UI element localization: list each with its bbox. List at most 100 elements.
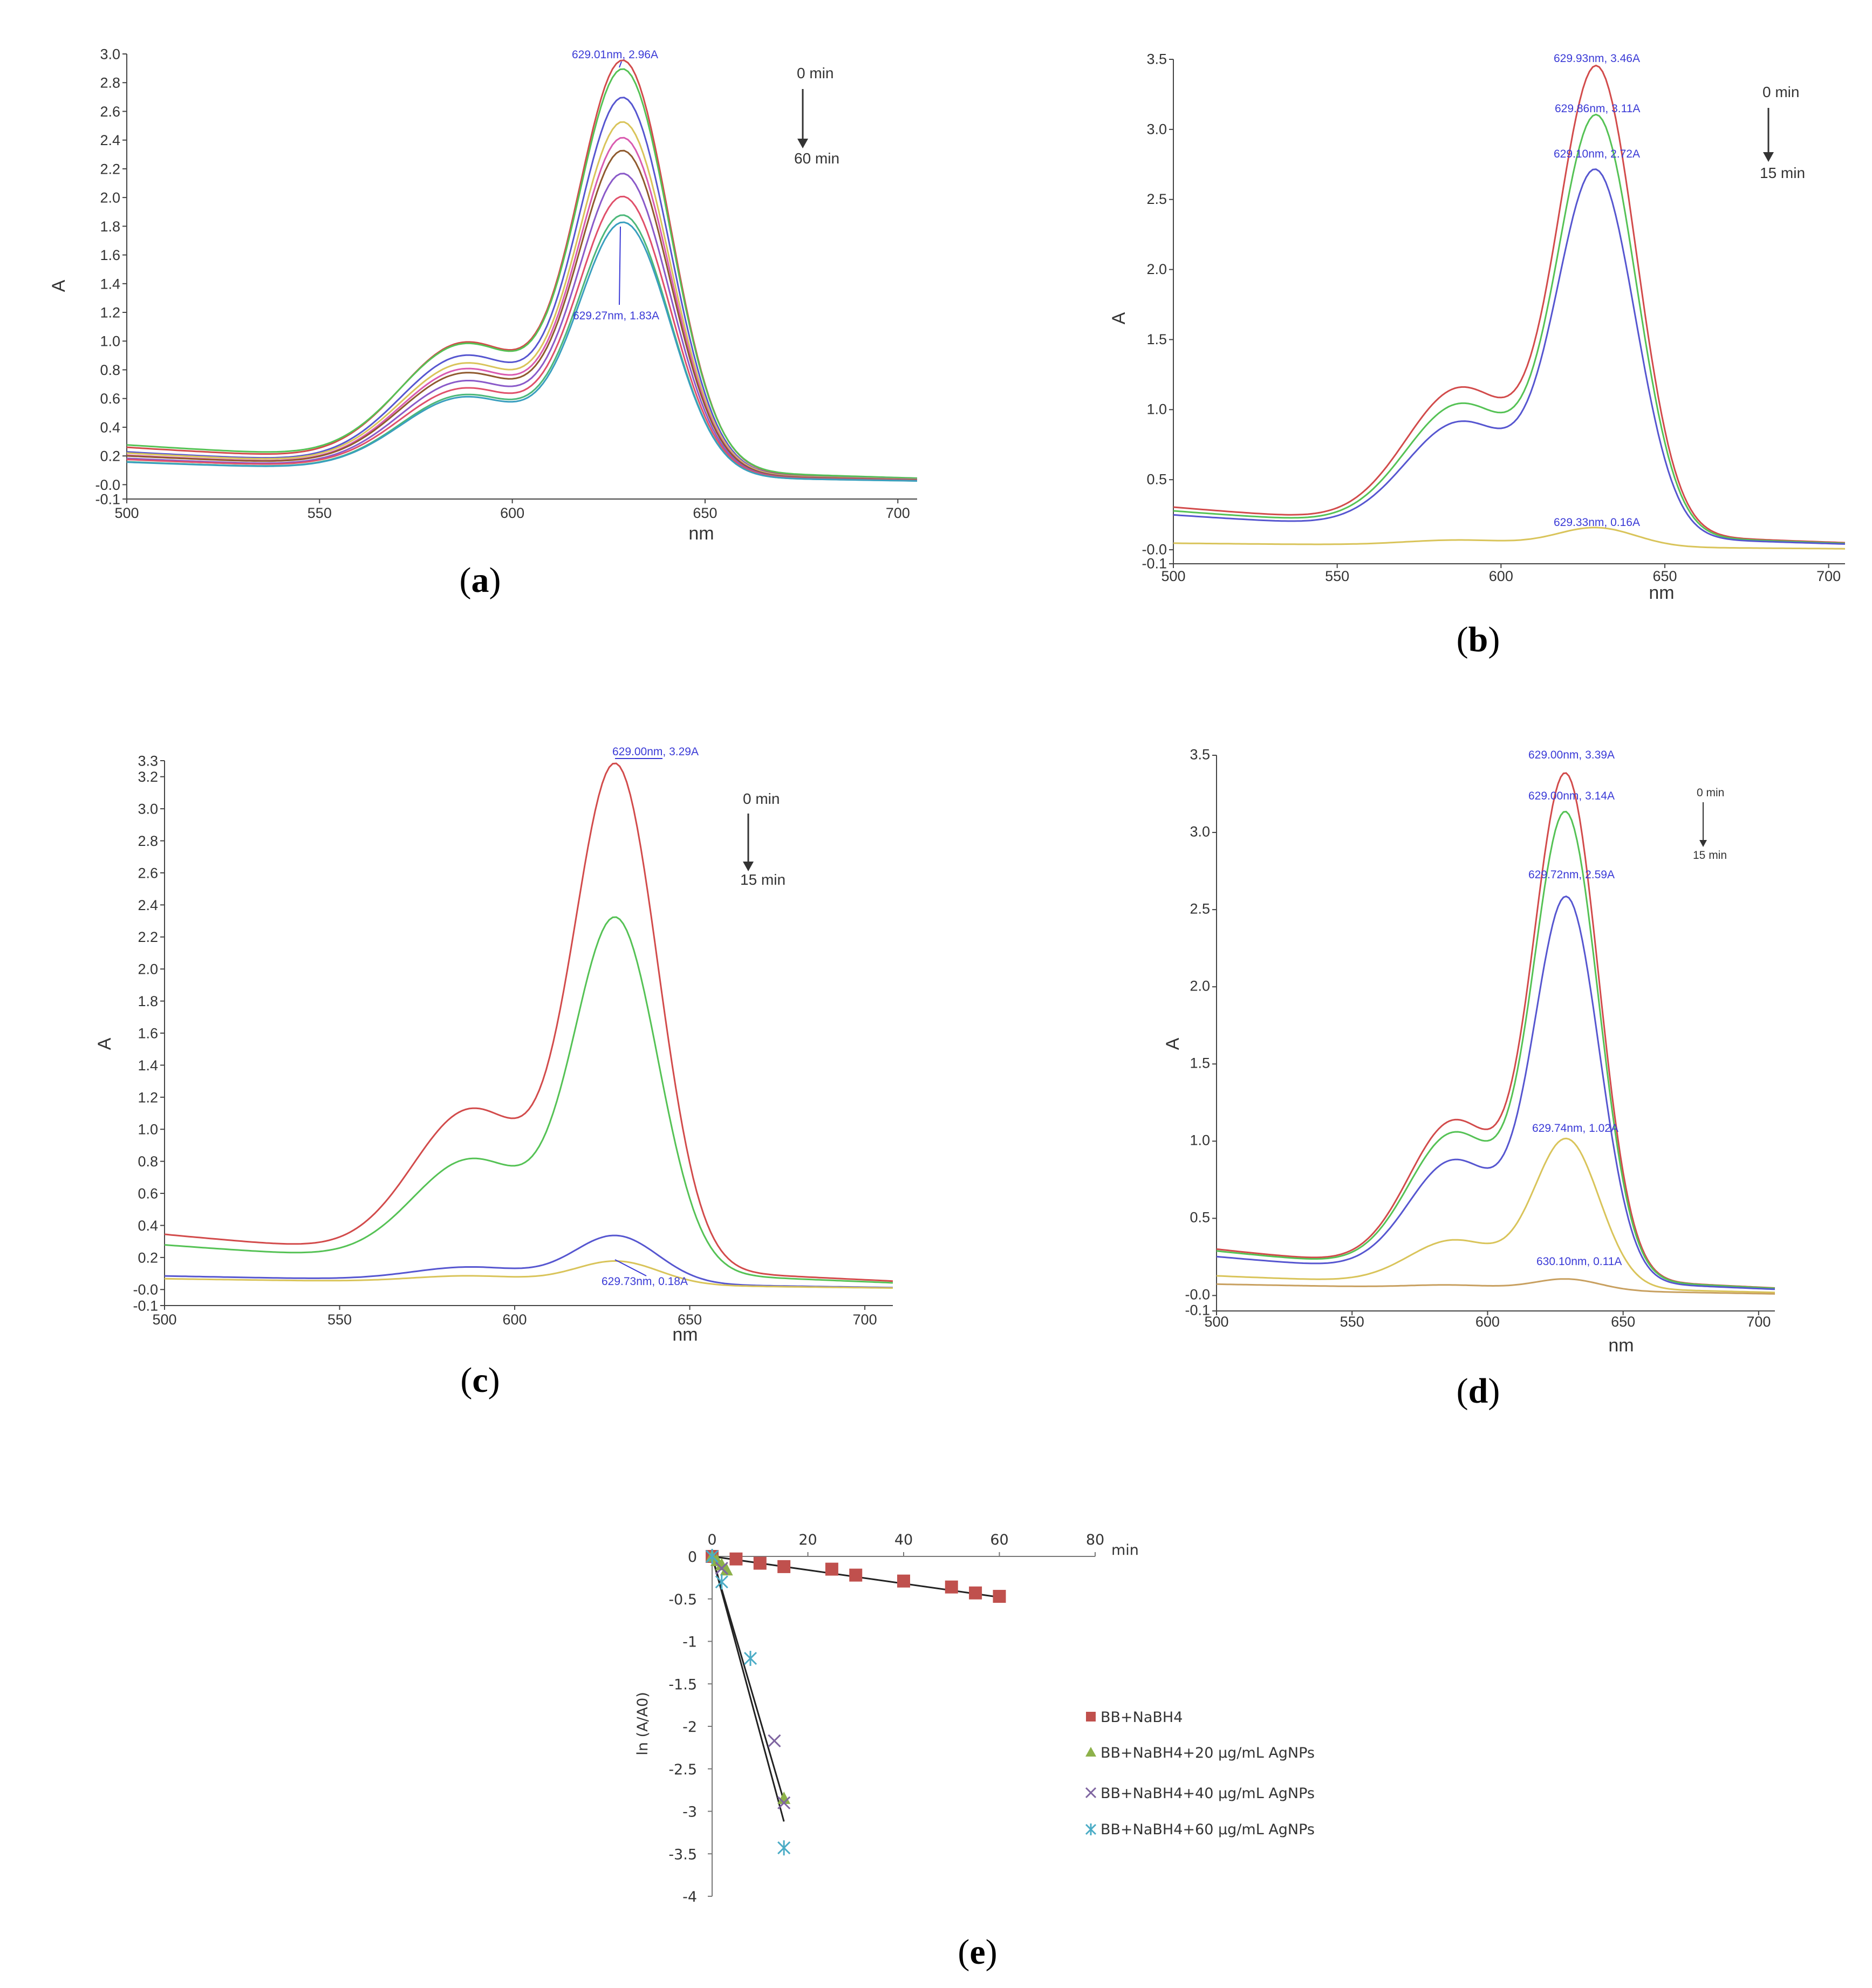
panel-c-spectrum-2 [164, 916, 893, 1284]
panel-c-xtick-label: 650 [678, 1311, 702, 1328]
panel-e-xtick-label: 40 [894, 1532, 913, 1548]
panel-b-ytick-label: -0.0 [1142, 541, 1167, 557]
panel-b-time-arrowhead [1763, 152, 1774, 162]
panel-c-time-end: 15 min [740, 871, 785, 888]
panel-c-annotation-bottom-leader [614, 1259, 647, 1276]
panel-c-ytick-label: 0.8 [138, 1153, 158, 1170]
panel-d-ytick-label: 2.5 [1190, 900, 1210, 917]
panel-a-ytick-label: 0.4 [100, 419, 120, 435]
panel-d-xtick-label: 550 [1340, 1314, 1364, 1330]
panel-a-xtick-label: 550 [308, 505, 332, 521]
legend-marker-triangle [1085, 1747, 1096, 1757]
panel-c: -0.1-0.0 0.2 0.4 0.6 0.8 1.0 1.2 1.4 1.6 1.8 2.0 2.… [94, 746, 893, 1400]
panel-e-point-s4-4 [777, 1840, 791, 1856]
legend-marker-x [1085, 1787, 1097, 1799]
panel-e-ytick-label: -2.5 [668, 1761, 697, 1778]
panel-d-xtick-label: 600 [1475, 1314, 1500, 1330]
panel-a-xtick-label: 500 [114, 505, 139, 521]
panel-b-xtick-label: 700 [1816, 568, 1841, 584]
panel-b-annotation-1: 629.93nm, 3.46A [1554, 52, 1640, 65]
panel-b-label-letter: b [1468, 620, 1488, 659]
panel-b-plot: -0.1-0.0 0.5 1.0 1.5 2.0 2.5 3.0 3.5 500 550 600 65… [1142, 51, 1846, 584]
panel-b-xtick-label: 650 [1652, 568, 1677, 584]
panel-b-annotation-4: 629.33nm, 0.16A [1554, 516, 1640, 529]
panel-e-label-open: ( [958, 1932, 969, 1972]
panel-c-ytick-label: 1.6 [138, 1025, 158, 1041]
panel-d-ytick-label: -0.1 [1185, 1302, 1210, 1318]
panel-c-xtick-label: 550 [327, 1311, 352, 1328]
panel-a-ylabel: A [49, 279, 69, 292]
panel-c-ytick-label: 2.8 [138, 833, 158, 849]
panel-a-annotation-bottom-leader [619, 226, 621, 305]
panel-c-xlabel: nm [672, 1324, 698, 1345]
panel-a-ytick-label: 1.8 [100, 218, 120, 235]
panel-e-point-s4-1 [705, 1549, 719, 1564]
panel-b-ytick-label: 3.0 [1146, 121, 1167, 137]
panel-b-time-start: 0 min [1762, 84, 1799, 100]
panel-e-xlabel: min [1111, 1542, 1139, 1559]
panel-b-ytick-label: 1.0 [1146, 401, 1167, 418]
panel-c-time-arrowhead [743, 862, 754, 871]
panel-c-ytick-label: 2.4 [138, 897, 158, 913]
panel-c-ytick-label: 0.4 [138, 1218, 158, 1234]
panel-b-label-open: ( [1457, 620, 1468, 659]
panel-d-xlabel: nm [1608, 1335, 1634, 1356]
panel-b: -0.1-0.0 0.5 1.0 1.5 2.0 2.5 3.0 3.5 500 550 600 65… [1109, 51, 1846, 659]
panel-a-spectrum-8 [126, 195, 918, 482]
panel-e-point-s4-3 [743, 1651, 757, 1666]
panel-e-point-s2-5 [777, 1791, 791, 1804]
panel-c-ytick-label: 1.4 [138, 1057, 158, 1074]
panel-e-point-s2-4 [720, 1563, 733, 1576]
panel-a: -0.1-0.0 0.2 0.4 0.6 0.8 1.0 1.2 1.4 1.6 1.8 2.0 2.… [49, 46, 918, 600]
panel-c-label: (c) [460, 1361, 500, 1400]
panel-a-label-letter: a [472, 561, 489, 600]
panel-e-trendline-4 [711, 1556, 785, 1822]
panel-c-time-start: 0 min [743, 790, 780, 807]
panel-a-spectrum-1 [126, 59, 918, 480]
panel-c-xtick-label: 700 [853, 1311, 877, 1328]
panel-a-ytick-label: 0.2 [100, 448, 120, 464]
panel-a-spectrum-7 [126, 173, 918, 481]
panel-c-ytick-label: 3.3 [138, 753, 158, 769]
panel-c-ytick-label: 3.2 [138, 769, 158, 785]
panel-e-point-s3-2 [715, 1561, 728, 1575]
legend-marker-square [1086, 1712, 1096, 1721]
panel-b-ytick-label: 2.0 [1146, 261, 1167, 277]
panel-a-xlabel: nm [688, 523, 714, 544]
panel-d-label: (d) [1457, 1371, 1500, 1411]
panel-a-ytick-label: 2.4 [100, 132, 120, 148]
legend-marker-asterisk [1085, 1823, 1097, 1835]
panel-e-point-s3-3 [768, 1734, 781, 1747]
panel-e-label-close: ) [986, 1932, 998, 1972]
panel-b-ytick-label: 2.5 [1146, 191, 1167, 207]
panel-d-ytick-label: 3.5 [1190, 746, 1210, 762]
panel-d-time-start: 0 min [1697, 787, 1724, 799]
panel-d-annotation-1: 629.00nm, 3.39A [1528, 749, 1615, 761]
panel-d-time-arrowhead [1699, 840, 1707, 847]
panel-c-spectrum-4 [164, 1260, 893, 1289]
panel-e-plot: 0 20 40 60 80 0 -0.5 -1 -1.5 -2 -2.5 -3 -3.5 -4 [668, 1532, 1104, 1905]
panel-e-point-s4-2 [715, 1574, 728, 1590]
panel-b-spectrum-4 [1173, 527, 1846, 550]
legend-label-3: BB+NaBH4+40 µg/mL AgNPs [1101, 1785, 1315, 1802]
legend-label-2: BB+NaBH4+20 µg/mL AgNPs [1101, 1745, 1315, 1761]
panel-a-annotation-bottom: 629.27nm, 1.83A [573, 310, 659, 322]
panel-d-spectrum-1 [1216, 772, 1775, 1289]
panel-e-point-s1-7 [897, 1574, 910, 1588]
panel-c-ytick-label: 2.2 [138, 929, 158, 945]
panel-d-annotation-4: 629.74nm, 1.02A [1532, 1122, 1618, 1135]
panel-c-annotation-top: 629.00nm, 3.29A [612, 746, 699, 758]
panel-b-spectrum-1 [1173, 64, 1846, 544]
panel-a-ytick-label: -0.1 [95, 491, 120, 507]
panel-a-spectrum-6 [126, 149, 918, 481]
panel-c-ytick-label: 1.0 [138, 1122, 158, 1138]
panel-b-ytick-label: 0.5 [1146, 472, 1167, 488]
panel-e-ytick-label: -1.5 [668, 1676, 697, 1693]
panel-d-annotation-2: 629.00nm, 3.14A [1528, 790, 1615, 802]
panel-a-ytick-label: 1.6 [100, 247, 120, 263]
panel-b-annotation-3: 629.10nm, 2.72A [1554, 148, 1640, 160]
panel-b-ytick-label: -0.1 [1142, 555, 1167, 571]
panel-a-spectrum-2 [126, 68, 918, 479]
panel-b-label-close: ) [1488, 620, 1500, 659]
panel-d-ytick-label: 3.0 [1190, 823, 1210, 839]
